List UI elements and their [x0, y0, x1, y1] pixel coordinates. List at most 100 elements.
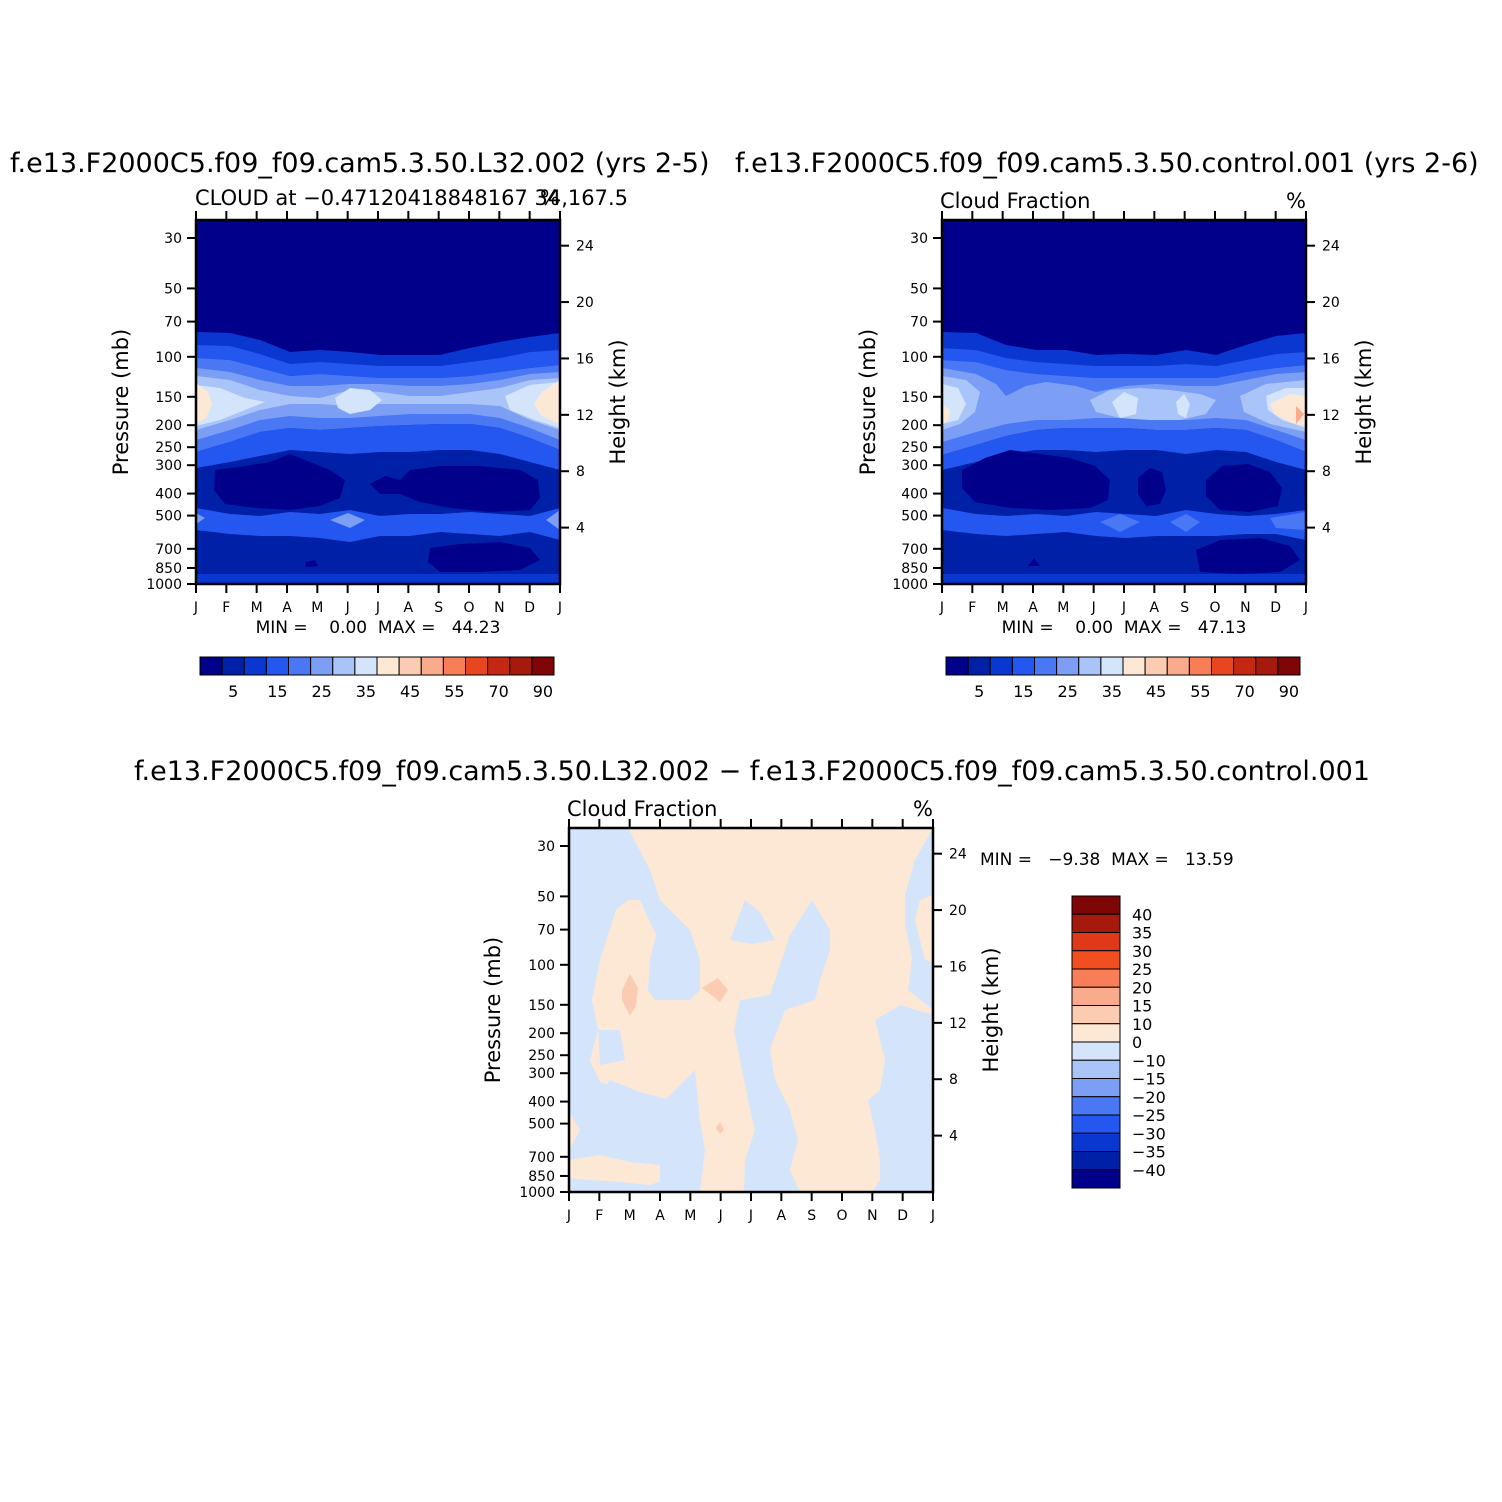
panel-1-low-light-3 — [546, 510, 560, 530]
pressure-tick-label: 700 — [528, 1150, 555, 1166]
colorbar-box — [1188, 656, 1212, 676]
panel-2-core-3 — [1176, 394, 1190, 418]
height-tick-label: 12 — [1322, 408, 1340, 424]
panel-1-bottom-dark — [428, 542, 540, 572]
colorbar-label: −25 — [1132, 1106, 1166, 1125]
panel-2-low-light-1 — [1100, 514, 1140, 532]
colorbar-label: 5 — [974, 682, 984, 701]
month-tick-label: S — [1180, 600, 1189, 616]
height-tick-label: 8 — [1322, 464, 1331, 480]
panel-3-field — [569, 828, 933, 1192]
panel-1-ylabel-right: Height (km) — [606, 339, 630, 464]
month-tick-label: A — [404, 600, 414, 616]
month-tick-label: J — [930, 1208, 935, 1224]
month-tick-label: J — [566, 1208, 571, 1224]
colorbar-box — [1071, 1059, 1121, 1079]
colorbar-box — [354, 656, 378, 676]
pressure-tick-label: 300 — [901, 458, 928, 474]
pressure-tick-label: 30 — [164, 231, 182, 247]
colorbar-box — [376, 656, 400, 676]
colorbar-label: 20 — [1132, 978, 1152, 997]
height-tick-label: 4 — [1322, 521, 1331, 537]
colorbar-box — [1071, 986, 1121, 1006]
pressure-tick-label: 850 — [528, 1169, 555, 1185]
month-tick-label: J — [557, 600, 562, 616]
colorbar-box — [487, 656, 511, 676]
panel-1-colorbar: 5 15 25 35 45 55 70 90 — [199, 656, 555, 701]
month-tick-label: A — [1028, 600, 1038, 616]
panel-1-core-1 — [196, 385, 265, 426]
colorbar-label: 5 — [228, 682, 238, 701]
colorbar-box — [398, 656, 422, 676]
height-tick-label: 12 — [576, 408, 594, 424]
colorbar-label: 45 — [400, 682, 420, 701]
month-tick-label: J — [718, 1208, 723, 1224]
pressure-tick-label: 500 — [901, 509, 928, 525]
colorbar-box — [531, 656, 555, 676]
panel-1-bottom-dot — [305, 560, 318, 567]
panel-2-peak-3 — [1296, 406, 1304, 424]
panel-1-band-2 — [196, 345, 560, 378]
panel-2-subtitle-left: Cloud Fraction — [940, 189, 1091, 213]
colorbar-label: 70 — [489, 682, 509, 701]
pressure-tick-label: 1000 — [892, 577, 928, 593]
month-tick-label: M — [251, 600, 263, 616]
panel-2: f.e13.F2000C5.f09_f09.cam5.3.50.control.… — [735, 148, 1479, 701]
panel-2-subtitle-right: % — [1286, 189, 1306, 213]
pressure-tick-label: 850 — [901, 561, 928, 577]
colorbar-box — [420, 656, 444, 676]
panel-1-title: f.e13.F2000C5.f09_f09.cam5.3.50.L32.002 … — [10, 148, 709, 179]
height-tick-label: 4 — [949, 1129, 958, 1145]
colorbar-label: −15 — [1132, 1070, 1166, 1089]
month-tick-label: A — [282, 600, 292, 616]
colorbar-box — [265, 656, 289, 676]
panel-3-ylabel-right: Height (km) — [979, 947, 1003, 1072]
colorbar-box — [1034, 656, 1058, 676]
colorbar-box — [442, 656, 466, 676]
panel-3-positive-right — [915, 895, 933, 962]
month-tick-label: O — [836, 1208, 847, 1224]
colorbar-label: 15 — [1132, 997, 1152, 1016]
panel-2-dark-blob-3 — [1206, 464, 1282, 512]
month-tick-label: M — [311, 600, 323, 616]
pressure-tick-label: 200 — [155, 418, 182, 434]
panel-2-dark-blob-2 — [1138, 468, 1166, 506]
month-tick-label: N — [1240, 600, 1250, 616]
height-tick-label: 16 — [949, 959, 967, 975]
colorbar-box — [1277, 656, 1301, 676]
panel-1-peak-2 — [534, 380, 560, 424]
colorbar-box — [1071, 1169, 1121, 1189]
pressure-tick-label: 400 — [901, 487, 928, 503]
pressure-tick-label: 150 — [155, 390, 182, 406]
panel-2-dark-blob-1 — [962, 450, 1110, 510]
month-tick-label: J — [193, 600, 198, 616]
panel-1-upper-dark — [196, 220, 560, 355]
colorbar-box — [509, 656, 533, 676]
month-tick-label: J — [939, 600, 944, 616]
colorbar-box — [1056, 656, 1080, 676]
pressure-tick-label: 1000 — [519, 1185, 555, 1201]
pressure-tick-label: 1000 — [146, 577, 182, 593]
panel-3-negative-4 — [598, 1030, 625, 1065]
colorbar-label: 90 — [533, 682, 553, 701]
colorbar-label: 90 — [1279, 682, 1299, 701]
panel-1-stats: MIN = 0.00 MAX = 44.23 — [256, 618, 501, 638]
pressure-tick-label: 50 — [910, 281, 928, 297]
pressure-tick-label: 500 — [155, 509, 182, 525]
month-tick-label: S — [434, 600, 443, 616]
panel-3-negative-2 — [585, 1080, 700, 1150]
colorbar-label: 55 — [444, 682, 464, 701]
month-tick-label: D — [524, 600, 535, 616]
month-tick-label: M — [624, 1208, 636, 1224]
colorbar-box — [1071, 1151, 1121, 1171]
panel-3-peak-2 — [702, 978, 728, 1002]
colorbar-label: 25 — [1132, 960, 1152, 979]
colorbar-box — [1211, 656, 1235, 676]
colorbar-box — [1071, 1096, 1121, 1116]
colorbar-label: 55 — [1190, 682, 1210, 701]
colorbar-label: −10 — [1132, 1051, 1166, 1070]
colorbar-label: 15 — [1013, 682, 1033, 701]
